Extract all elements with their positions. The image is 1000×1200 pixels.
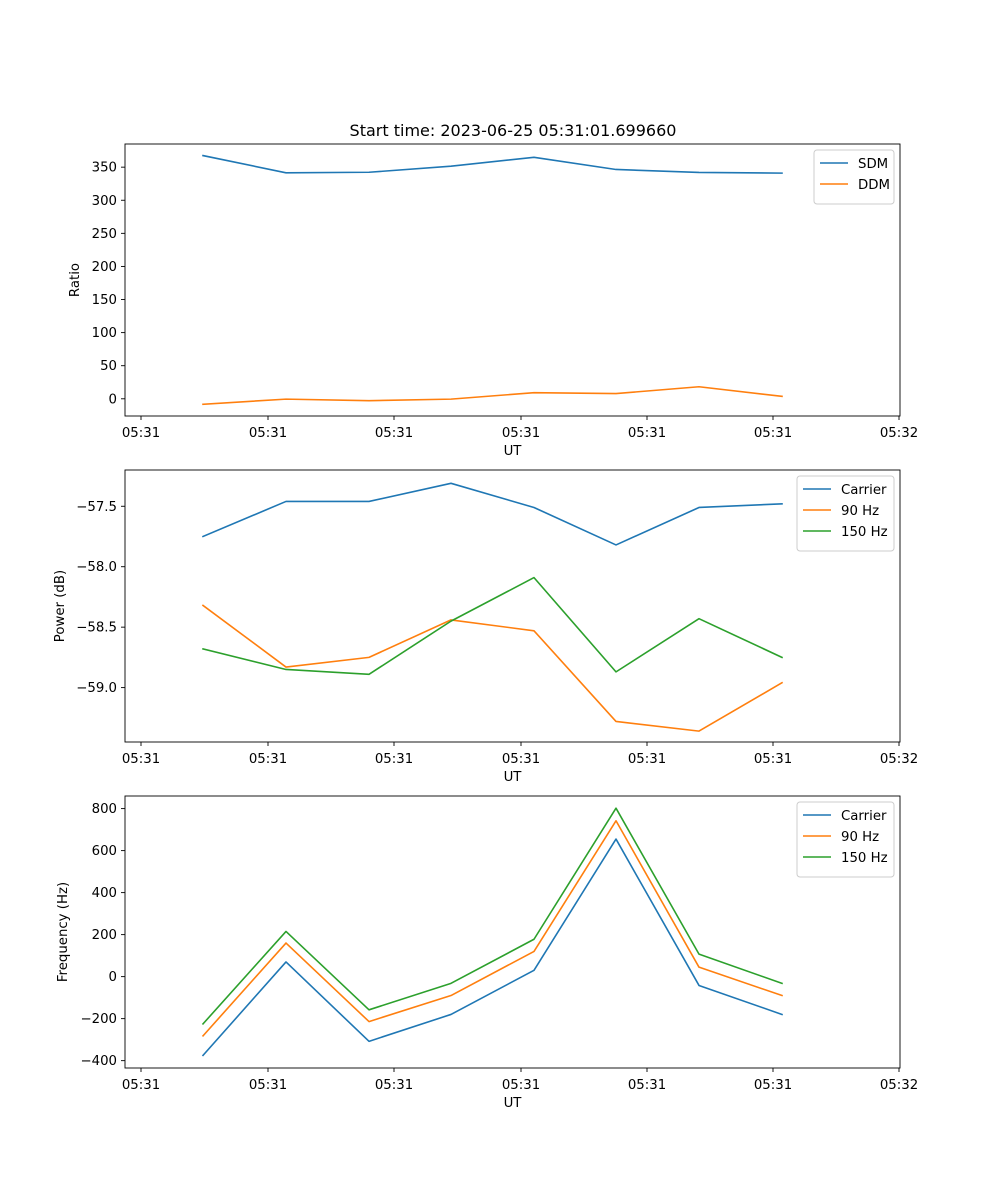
chart-panel-3: 05:31 05:31 05:31 05:31 05:31 05:31 05:32 −400 −… — [56, 795, 918, 1111]
x-tick-label: 05:32 — [880, 752, 918, 767]
y-axis-label: Power (dB) — [53, 570, 68, 642]
y-tick-label: −59.0 — [76, 681, 117, 696]
series-line-3 — [201, 807, 784, 1026]
x-tick-label: 05:31 — [375, 426, 413, 441]
series-line-1 — [201, 838, 784, 1057]
legend: Carrier 90 Hz 150 Hz — [796, 475, 895, 552]
series-line-1 — [202, 154, 783, 174]
x-tick-label: 05:31 — [754, 752, 792, 767]
x-tick-label: 05:31 — [122, 426, 160, 441]
x-tick-label: 05:32 — [880, 426, 918, 441]
x-tick-label: 05:31 — [249, 1078, 287, 1093]
x-tick-label: 05:31 — [502, 752, 540, 767]
legend-label: DDM — [858, 178, 890, 193]
legend: Carrier 90 Hz 150 Hz — [796, 801, 895, 878]
legend-label: Carrier — [841, 483, 887, 498]
legend-box — [796, 801, 895, 878]
series-line-2 — [201, 819, 784, 1037]
y-tick-label: 300 — [92, 194, 117, 209]
x-tick-label: 05:31 — [754, 1078, 792, 1093]
y-axis-label: Ratio — [68, 263, 83, 297]
y-axis-label: Frequency (Hz) — [56, 882, 71, 982]
x-tick-label: 05:31 — [628, 426, 666, 441]
y-tick-label: 150 — [92, 293, 117, 308]
legend-label: 150 Hz — [841, 525, 888, 540]
y-tick-label: 50 — [100, 359, 117, 374]
x-tick-label: 05:31 — [122, 752, 160, 767]
y-tick-label: −58.5 — [76, 621, 117, 636]
legend-label: 90 Hz — [841, 830, 879, 845]
legend-label: 150 Hz — [841, 851, 888, 866]
y-tick-label: 400 — [92, 886, 117, 901]
y-tick-label: 0 — [109, 970, 117, 985]
x-tick-label: 05:31 — [375, 1078, 413, 1093]
x-tick-label: 05:32 — [880, 1078, 918, 1093]
x-tick-label: 05:31 — [375, 752, 413, 767]
y-tick-label: −57.5 — [76, 500, 117, 515]
x-axis-label: UT — [504, 444, 523, 459]
series-line-2 — [202, 385, 783, 406]
y-tick-label: 200 — [92, 928, 117, 943]
x-tick-label: 05:31 — [249, 752, 287, 767]
y-tick-label: 200 — [92, 260, 117, 275]
y-tick-label: 800 — [92, 802, 117, 817]
x-tick-label: 05:31 — [754, 426, 792, 441]
chart-title: Start time: 2023-06-25 05:31:01.699660 — [350, 121, 677, 140]
x-tick-label: 05:31 — [628, 752, 666, 767]
x-tick-label: 05:31 — [502, 1078, 540, 1093]
y-tick-label: 600 — [92, 844, 117, 859]
x-tick-label: 05:31 — [502, 426, 540, 441]
x-axis-label: UT — [504, 1096, 523, 1111]
legend-label: SDM — [858, 157, 888, 172]
x-tick-label: 05:31 — [628, 1078, 666, 1093]
y-tick-label: −200 — [80, 1012, 117, 1027]
y-tick-label: −58.0 — [76, 560, 117, 575]
chart-panel-2: 05:31 05:31 05:31 05:31 05:31 05:31 05:32 −59.0… — [53, 469, 918, 785]
x-axis-label: UT — [504, 770, 523, 785]
axes-frame — [124, 143, 901, 417]
legend-box — [796, 475, 895, 552]
y-tick-label: 0 — [109, 392, 117, 407]
y-tick-label: 100 — [92, 326, 117, 341]
legend: SDM DDM — [813, 149, 895, 205]
legend-label: Carrier — [841, 809, 887, 824]
x-tick-label: 05:31 — [249, 426, 287, 441]
chart-panel-1: 05:31 05:31 05:31 05:31 05:31 05:31 05:32 0 50 10… — [68, 143, 918, 459]
x-tick-label: 05:31 — [122, 1078, 160, 1093]
series-line-2 — [201, 604, 784, 732]
series-line-3 — [202, 576, 784, 676]
axes-frame — [124, 469, 901, 743]
series-line-1 — [201, 482, 783, 546]
y-tick-label: −400 — [80, 1054, 117, 1069]
axes-frame — [124, 795, 901, 1069]
y-tick-label: 250 — [92, 227, 117, 242]
legend-label: 90 Hz — [841, 504, 879, 519]
y-tick-label: 350 — [92, 161, 117, 176]
